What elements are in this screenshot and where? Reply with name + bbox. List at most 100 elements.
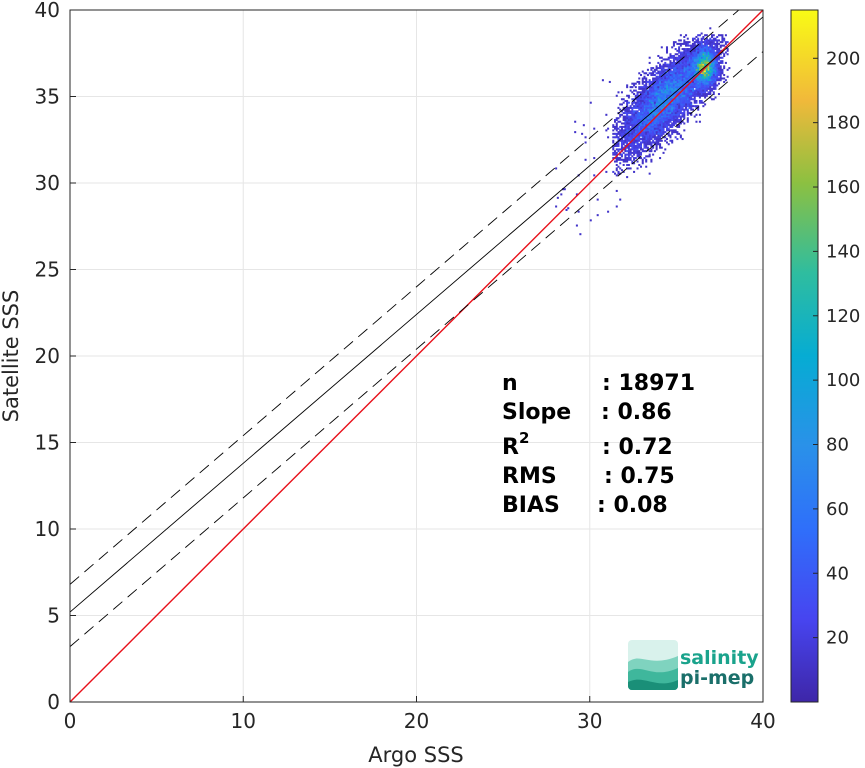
density-cell-945 (655, 103, 658, 106)
density-cell-841 (685, 98, 688, 101)
density-cell-1530 (669, 118, 672, 122)
density-cell-2285 (711, 53, 714, 56)
density-cell-769 (626, 146, 629, 149)
density-cell-998 (664, 120, 667, 123)
density-cell-919 (671, 103, 674, 106)
density-cell-731 (711, 72, 714, 75)
density-cell-821 (643, 77, 646, 80)
density-cell-1154 (664, 94, 667, 97)
stat-r2-value: : 0.72 (602, 435, 673, 460)
density-cell-294 (629, 148, 632, 151)
density-cell-230 (691, 84, 694, 87)
density-cell-1273 (660, 74, 663, 77)
density-cell-862 (672, 99, 675, 102)
density-cell-448 (664, 80, 667, 83)
density-cell-1690 (690, 58, 693, 61)
density-cell-1654 (674, 61, 677, 64)
density-cell-1503 (697, 75, 700, 78)
density-cell-1483 (634, 129, 637, 132)
density-cell-729 (671, 115, 674, 118)
density-cell-930 (676, 86, 679, 89)
density-cell-2023 (685, 103, 688, 106)
density-cell-794 (688, 65, 691, 68)
density-cell-329 (650, 122, 653, 125)
density-cell-1777 (612, 170, 615, 173)
density-cell-759 (646, 110, 649, 113)
density-cell-1639 (665, 141, 669, 144)
density-cell-1803 (634, 151, 637, 154)
density-cell-1810 (650, 89, 653, 92)
density-cell-714 (705, 60, 708, 63)
density-cell-1905 (627, 157, 630, 160)
density-cell-1405 (667, 117, 670, 120)
density-cell-1651 (685, 54, 688, 58)
stat-slope-value: : 0.86 (601, 400, 672, 425)
density-cell-1806 (702, 49, 705, 52)
density-cell-746 (704, 68, 707, 71)
density-cell-576 (653, 87, 656, 90)
density-cell-1033 (643, 98, 646, 101)
density-cell-165 (671, 72, 674, 75)
density-cell-219 (636, 127, 639, 130)
density-cell-1070 (664, 118, 667, 122)
density-cell-1992 (646, 134, 649, 137)
density-cell-2210 (641, 91, 644, 94)
density-cell-964 (674, 115, 677, 118)
density-cell-1793 (624, 141, 627, 144)
density-cell-1104 (672, 44, 675, 47)
density-cell-36 (678, 101, 681, 104)
density-cell-779 (671, 113, 674, 116)
density-cell-2022 (631, 91, 634, 94)
density-cell-944 (650, 117, 653, 120)
density-cell-348 (683, 105, 686, 108)
density-cell-2309 (709, 77, 712, 80)
density-cell-2066 (724, 41, 727, 44)
density-cell-1650 (636, 148, 639, 151)
density-cell-404 (671, 61, 674, 64)
density-cell-1618 (645, 143, 648, 146)
density-cell-934 (655, 86, 658, 89)
density-cell-2082 (634, 106, 637, 109)
density-cell-1864 (676, 56, 679, 59)
density-cell-987 (674, 67, 677, 70)
stat-slope-label: Slope (502, 400, 571, 425)
density-cell-2379 (577, 210, 580, 213)
density-cell-891 (686, 61, 689, 64)
density-cell-604 (645, 110, 648, 113)
density-cell-1327 (660, 70, 663, 73)
density-cell-1010 (645, 96, 648, 99)
density-cell-739 (645, 122, 648, 125)
density-cell-997 (639, 96, 643, 99)
density-cell-913 (660, 132, 663, 135)
density-cell-2158 (679, 56, 682, 59)
density-cell-1528 (691, 63, 694, 66)
density-cell-2190 (714, 54, 717, 58)
density-cell-1536 (636, 139, 639, 142)
density-cell-1217 (665, 65, 669, 68)
density-cell-1562 (636, 129, 639, 132)
density-cell-117 (676, 63, 679, 66)
density-cell-323 (648, 117, 651, 120)
density-cell-861 (664, 117, 667, 120)
density-cell-1962 (693, 101, 696, 104)
density-cell-1611 (638, 139, 641, 142)
density-cell-698 (643, 108, 646, 111)
density-cell-1239 (615, 148, 618, 151)
density-cell-275 (674, 74, 677, 77)
density-cell-763 (650, 129, 653, 132)
density-cell-2240 (643, 141, 646, 144)
density-cell-1895 (615, 127, 618, 130)
density-cell-1447 (645, 138, 648, 141)
density-cell-1153 (664, 63, 667, 66)
density-cell-1671 (612, 132, 615, 135)
density-cell-2113 (711, 39, 714, 42)
density-cell-772 (619, 125, 622, 128)
density-cell-1025 (690, 106, 693, 109)
density-cell-1218 (643, 129, 646, 132)
density-cell-1540 (645, 113, 648, 116)
density-cell-1368 (653, 118, 656, 122)
density-cell-1057 (626, 134, 629, 137)
density-cell-1983 (711, 56, 714, 59)
density-cell-1484 (712, 49, 715, 52)
density-cell-667 (691, 94, 694, 97)
